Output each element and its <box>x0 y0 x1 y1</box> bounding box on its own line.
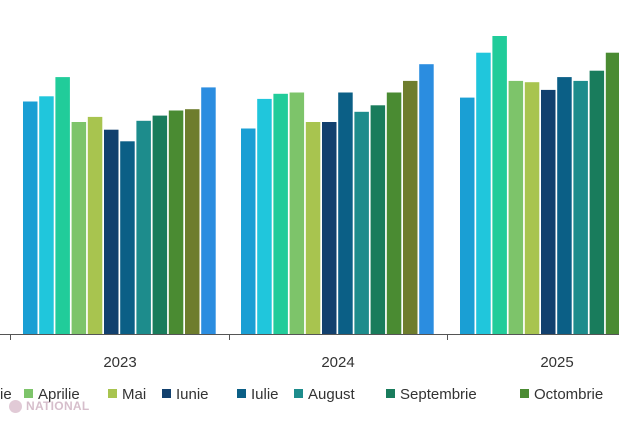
x-tick-label: 2025 <box>540 354 573 371</box>
bar-2023-s10 <box>185 109 200 334</box>
bar-2024-s3 <box>289 92 305 334</box>
legend-label: Iunie <box>176 386 209 403</box>
bar-2024-s11 <box>419 64 434 334</box>
bars-group <box>23 36 619 335</box>
bar-2025-s2 <box>492 36 507 334</box>
legend-swatch <box>520 389 529 398</box>
legend-swatch <box>237 389 246 398</box>
bar-2024-s1 <box>257 98 272 335</box>
bar-2023-s4 <box>87 116 103 335</box>
legend-swatch <box>24 389 33 398</box>
legend-label: Septembrie <box>400 386 477 403</box>
legend-label: August <box>308 386 356 403</box>
bar-2023-s0 <box>23 101 38 334</box>
bar-2025-s7 <box>573 80 588 335</box>
bar-2025-s1 <box>476 52 491 334</box>
bar-2023-s9 <box>168 110 184 334</box>
watermark: NATIONAL <box>9 399 90 413</box>
legend-swatch <box>162 389 171 398</box>
legend-swatch <box>108 389 117 398</box>
legend-label: ie <box>0 386 12 403</box>
bar-2023-s6 <box>120 141 135 334</box>
legend-label: Aprilie <box>38 386 80 403</box>
bar-2025-s0 <box>460 97 475 334</box>
bar-2024-s0 <box>241 128 256 334</box>
bar-2025-s6 <box>557 77 572 334</box>
x-axis: 2023 2024 2025 <box>0 334 619 371</box>
legend-label: Mai <box>122 386 146 403</box>
bar-2023-s11 <box>201 87 216 335</box>
bar-2024-s10 <box>403 80 418 335</box>
legend-swatch <box>294 389 303 398</box>
bar-2024-s8 <box>370 105 386 334</box>
legend: ie Aprilie Mai Iunie Iulie August Septembrie Oc… <box>0 386 603 403</box>
bar-2024-s2 <box>273 93 288 334</box>
x-tick-label: 2024 <box>321 354 354 371</box>
bar-2023-s7 <box>136 120 151 334</box>
bar-2024-s5 <box>322 122 337 334</box>
watermark-logo-icon <box>9 399 22 413</box>
legend-swatch <box>386 389 395 398</box>
bar-2023-s2 <box>55 77 70 334</box>
bar-2025-s4 <box>524 82 540 334</box>
watermark-text: NATIONAL <box>26 399 90 413</box>
bar-2025-s3 <box>508 80 524 335</box>
bar-2025-s8 <box>589 70 605 334</box>
bar-2024-s7 <box>354 111 369 334</box>
bar-2023-s5 <box>104 129 119 334</box>
bar-2024-s9 <box>386 92 402 334</box>
legend-label: Iulie <box>251 386 279 403</box>
bar-2024-s6 <box>338 92 353 334</box>
bar-2023-s8 <box>152 115 168 334</box>
bar-2024-s4 <box>305 122 321 334</box>
bar-2025-s9 <box>605 52 619 334</box>
x-tick-label: 2023 <box>103 354 136 371</box>
legend-label: Octombrie <box>534 386 603 403</box>
bar-2023-s3 <box>71 122 87 334</box>
bar-2023-s1 <box>39 96 54 334</box>
bar-2025-s5 <box>541 89 556 335</box>
